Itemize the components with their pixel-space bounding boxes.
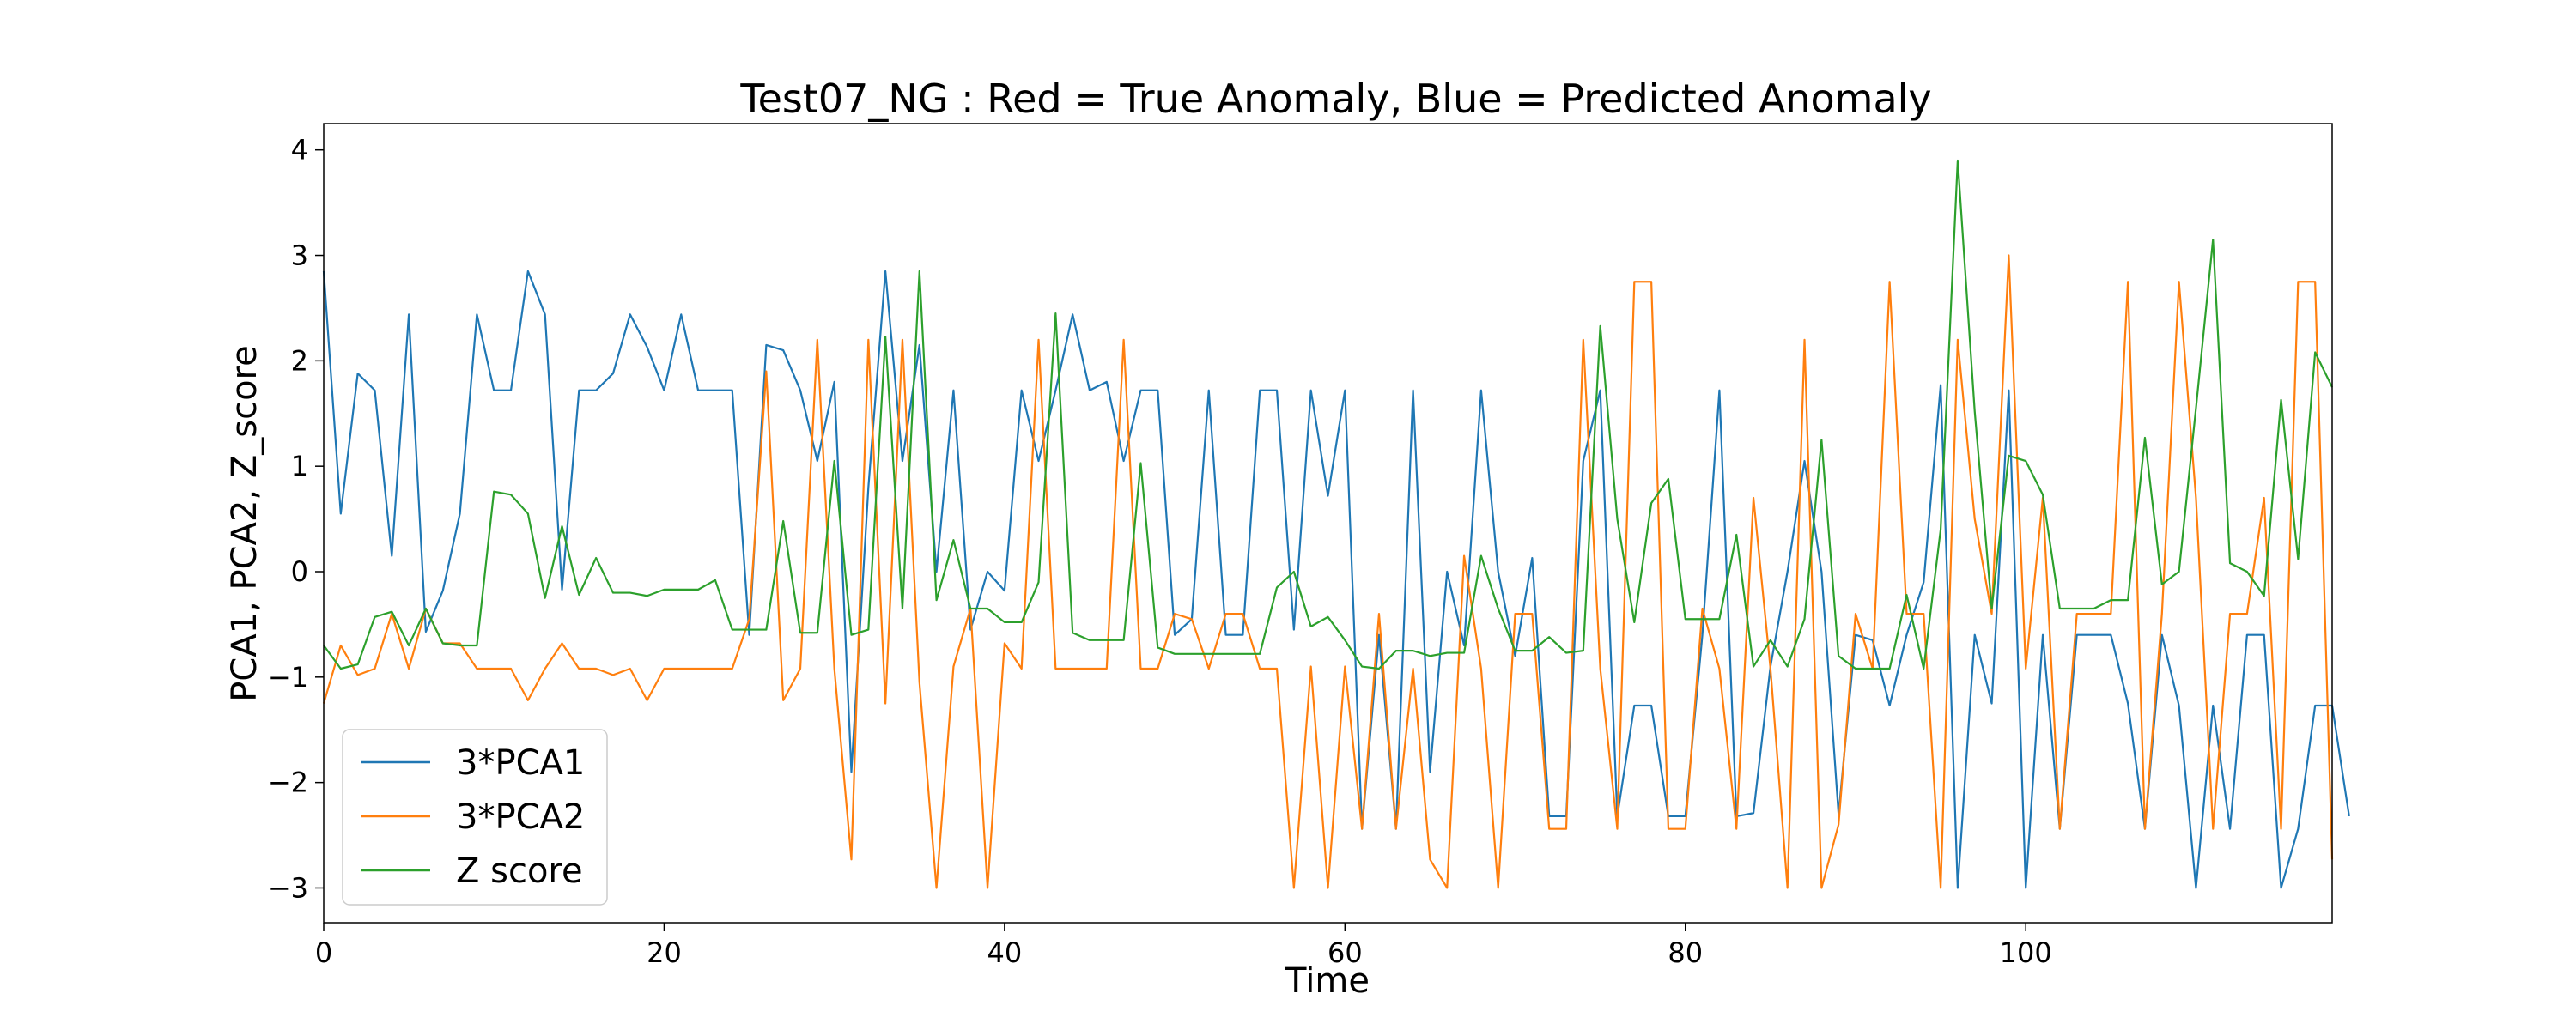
- y-tick-label: −3: [268, 871, 308, 904]
- y-tick-label: 2: [291, 344, 308, 377]
- x-axis-label: Time: [1285, 961, 1370, 1001]
- y-tick-label: 1: [291, 450, 308, 482]
- y-tick-label: 3: [291, 239, 308, 272]
- legend-label-1: 3*PCA1: [456, 743, 585, 783]
- x-tick-label: 100: [2000, 936, 2052, 969]
- x-tick-label: 60: [1327, 936, 1363, 969]
- legend: 3*PCA1 3*PCA2 Z score: [342, 729, 608, 906]
- legend-label-3: Z score: [456, 851, 583, 891]
- plot-frame: [323, 123, 2333, 924]
- x-axis: 0 20 40 60 80 100: [315, 923, 2052, 969]
- legend-label-2: 3*PCA2: [456, 797, 585, 837]
- y-axis: −3 −2 −1 0 1 2 3 4: [268, 134, 324, 904]
- x-tick-label: 0: [315, 936, 332, 969]
- y-tick-label: 0: [291, 555, 308, 588]
- chart-title: Test07_NG : Red = True Anomaly, Blue = P…: [739, 76, 1931, 122]
- x-tick-label: 20: [647, 936, 682, 969]
- legend-box: [342, 729, 608, 906]
- x-tick-label: 80: [1668, 936, 1703, 969]
- y-tick-label: −1: [268, 661, 308, 694]
- series-line-3: [323, 159, 2333, 670]
- series-layer: [322, 159, 2350, 889]
- series-line-2: [322, 254, 2334, 889]
- y-tick-label: −2: [268, 766, 308, 799]
- y-tick-label: 4: [291, 134, 308, 167]
- series-line-1: [322, 270, 2350, 889]
- y-axis-label: PCA1, PCA2, Z_score: [225, 345, 264, 701]
- x-tick-label: 40: [987, 936, 1023, 969]
